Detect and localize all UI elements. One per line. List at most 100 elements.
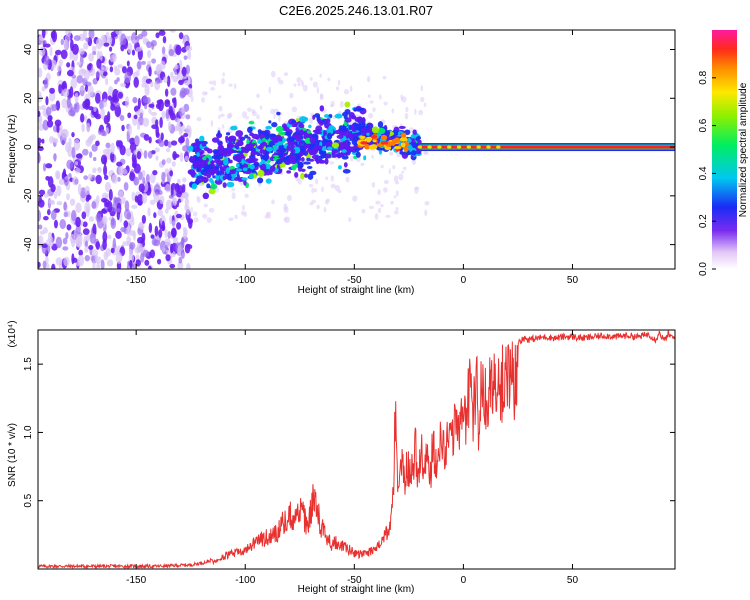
spectrogram-cell <box>383 101 388 106</box>
spectrogram-cell <box>155 103 161 109</box>
spectrogram-cell <box>318 159 326 164</box>
spectrogram-cell <box>79 48 85 55</box>
spectrogram-cell <box>288 136 296 142</box>
spectrogram-cell <box>338 130 345 136</box>
spectrogram-cell <box>190 206 194 213</box>
spectrogram-cell <box>114 105 122 118</box>
spectrogram-cell <box>45 263 50 269</box>
spectrogram-cell <box>38 189 46 196</box>
spectrogram-cell <box>169 112 176 121</box>
spectrogram-cell <box>56 71 61 77</box>
spectrogram-cell <box>336 134 344 139</box>
spectrogram-cell <box>196 179 204 183</box>
spectrogram-cell <box>99 99 105 110</box>
spectrogram-cell <box>398 173 404 181</box>
spectrogram-cell <box>91 45 97 54</box>
spectrogram-cell <box>87 173 93 181</box>
spectrogram-cell <box>212 168 219 174</box>
spectrogram-cell <box>70 78 78 89</box>
spectrogram-cell <box>316 116 320 122</box>
spectrogram-x-tick-label: 0 <box>461 275 467 286</box>
spectrogram-cell <box>42 162 47 172</box>
spectrogram-cell <box>360 162 365 167</box>
spectrogram-cell <box>156 79 163 84</box>
spectrogram-cell <box>415 137 419 141</box>
spectrogram-cell <box>75 202 82 214</box>
spectrogram-cell <box>81 123 85 133</box>
spectrogram-cell <box>170 87 177 96</box>
spectrogram-cell <box>61 98 68 109</box>
spectrogram-cell <box>51 30 58 43</box>
spectrogram-cell <box>309 76 313 81</box>
spectrogram-cell <box>245 144 253 150</box>
spectrogram-cell <box>102 98 108 108</box>
spectrogram-cell <box>191 183 198 189</box>
spectrogram-cell <box>100 129 106 137</box>
spectrogram-cell <box>206 183 211 189</box>
spectrogram-cell <box>235 130 244 137</box>
spectrogram-cell <box>405 106 409 112</box>
spectrogram-cell <box>128 253 134 263</box>
snr-scale-label: (x10⁴) <box>7 320 18 347</box>
spectrogram-cell <box>38 195 42 204</box>
spectrogram-cell <box>38 235 44 246</box>
spectrogram-cell <box>247 126 253 134</box>
spectrogram-cell <box>135 110 141 116</box>
spectrogram-cell <box>138 171 143 181</box>
snr-x-tick-label: -150 <box>126 575 146 586</box>
spectrogram-cell <box>126 60 130 67</box>
snr-frame <box>37 329 676 570</box>
spectrogram-cell <box>139 112 143 119</box>
spectrogram-cell <box>404 112 409 120</box>
spectrogram-cell <box>120 196 126 204</box>
spectrogram-cell <box>148 66 152 77</box>
spectrogram-cell <box>151 238 158 246</box>
spectrogram-cell <box>136 242 143 253</box>
spectrogram-cell <box>218 95 222 99</box>
spectrogram-cell <box>389 151 394 156</box>
spectrogram-cell <box>77 183 82 196</box>
spectrogram-cell <box>257 138 263 144</box>
spectrogram-cell <box>235 155 243 161</box>
spectrogram-cell <box>321 146 327 152</box>
spectrogram-cell <box>202 172 210 177</box>
spectrogram-cell <box>107 111 111 123</box>
spectrogram-cell <box>245 116 250 120</box>
spectrogram-cell <box>424 209 428 216</box>
spectrogram-cell <box>269 165 276 172</box>
spectrogram-cell <box>242 167 248 172</box>
spectrogram-cell <box>366 75 371 83</box>
spectrogram-cell <box>235 163 240 168</box>
spectrogram-cell <box>107 234 112 240</box>
spectrogram-cell <box>319 121 324 126</box>
spectrogram-cell <box>182 88 190 95</box>
spectrogram-cell <box>166 147 171 153</box>
spectrogram-cell <box>174 184 180 193</box>
spectrogram-cell <box>85 37 90 42</box>
spectrogram-cell <box>238 147 242 152</box>
spectrogram-cell <box>164 100 171 108</box>
spectrogram-cell <box>352 135 359 143</box>
spectrogram-cell <box>55 257 63 266</box>
spectrogram-cell <box>286 145 291 152</box>
spectrogram-cell <box>137 33 144 40</box>
spectrogram-cell <box>411 159 417 166</box>
spectrogram-cell <box>300 168 306 172</box>
spectrogram-cell <box>256 146 264 150</box>
spectrogram-cell <box>352 195 358 202</box>
spectrogram-cell <box>154 225 159 237</box>
spectrogram-cell <box>317 145 323 150</box>
snr-x-tick-label: -100 <box>235 575 255 586</box>
spectrogram-cell <box>161 159 166 166</box>
spectrogram-cell <box>95 140 100 147</box>
spectrogram-cell <box>120 82 127 88</box>
spectrogram-cell <box>92 77 98 85</box>
spectrogram-cell <box>171 161 176 167</box>
colorbar-tick-label: 0.2 <box>698 214 709 228</box>
spectrogram-cell <box>392 165 396 170</box>
spectrogram-cell <box>257 169 265 177</box>
spectrogram-cell <box>107 86 114 98</box>
spectrogram-cell <box>144 259 150 266</box>
spectrogram-cell <box>414 108 417 115</box>
spectrogram-cell <box>294 162 298 168</box>
